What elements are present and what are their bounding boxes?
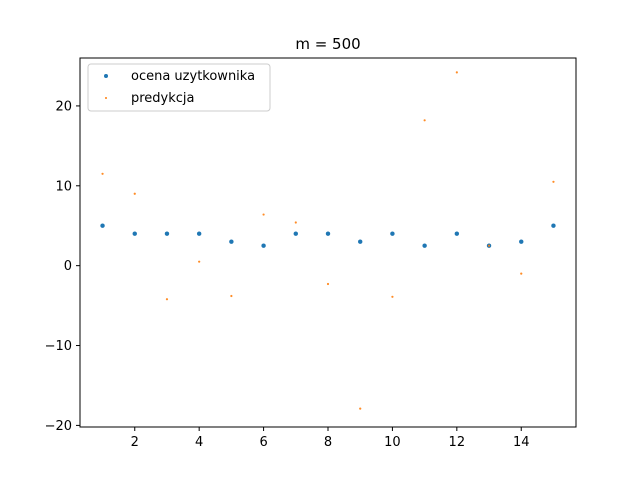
point-ocena <box>196 231 202 236</box>
x-tick-label: 2 <box>131 435 139 450</box>
point-predykcja <box>294 221 297 224</box>
plot-frame <box>79 57 577 428</box>
x-tick-label: 8 <box>324 435 332 450</box>
chart-title: m = 500 <box>295 35 360 53</box>
point-ocena <box>132 231 137 236</box>
point-ocena <box>293 231 298 236</box>
point-predykcja <box>262 213 265 216</box>
point-ocena <box>325 231 331 236</box>
x-tick-label: 10 <box>384 435 401 450</box>
y-tick-label: 0 <box>64 259 72 274</box>
point-ocena <box>358 239 363 244</box>
legend-label-series-2: predykcja <box>131 91 195 106</box>
x-tick-label: 12 <box>449 435 466 450</box>
point-predykcja <box>359 407 362 410</box>
point-predykcja <box>423 119 426 122</box>
point-ocena <box>519 239 524 244</box>
point-ocena <box>390 231 395 236</box>
y-tick-label: −10 <box>45 339 72 354</box>
data-points <box>100 71 556 410</box>
point-predykcja <box>198 260 201 263</box>
legend-box <box>87 63 271 112</box>
x-axis: 2 4 6 8 10 12 14 <box>131 427 530 450</box>
y-axis: −20 −10 0 10 20 <box>45 99 80 434</box>
x-tick-label: 4 <box>195 435 203 450</box>
point-ocena <box>551 223 556 228</box>
point-predykcja <box>391 295 394 298</box>
y-tick-label: −20 <box>45 419 72 434</box>
point-predykcja <box>487 244 491 247</box>
point-ocena <box>261 243 266 248</box>
legend-marker-series-2 <box>105 97 107 99</box>
y-tick-label: 10 <box>55 179 72 194</box>
legend-label-series-1: ocena uzytkownika <box>131 69 255 84</box>
x-tick-label: 14 <box>513 435 530 450</box>
point-ocena <box>164 231 170 236</box>
point-predykcja <box>552 180 555 183</box>
point-predykcja <box>230 294 233 298</box>
point-predykcja <box>520 272 523 275</box>
point-ocena <box>100 223 105 228</box>
point-predykcja <box>326 282 330 286</box>
point-predykcja <box>165 298 169 301</box>
x-tick-label: 6 <box>259 435 267 450</box>
point-ocena <box>229 239 234 244</box>
point-predykcja <box>101 172 104 175</box>
point-ocena <box>422 243 427 248</box>
legend-marker-series-1 <box>104 74 108 78</box>
point-ocena <box>454 231 460 236</box>
legend: ocena uzytkownika predykcja <box>87 63 271 112</box>
point-predykcja <box>133 192 136 195</box>
y-tick-label: 20 <box>55 99 72 114</box>
point-predykcja <box>455 71 458 74</box>
